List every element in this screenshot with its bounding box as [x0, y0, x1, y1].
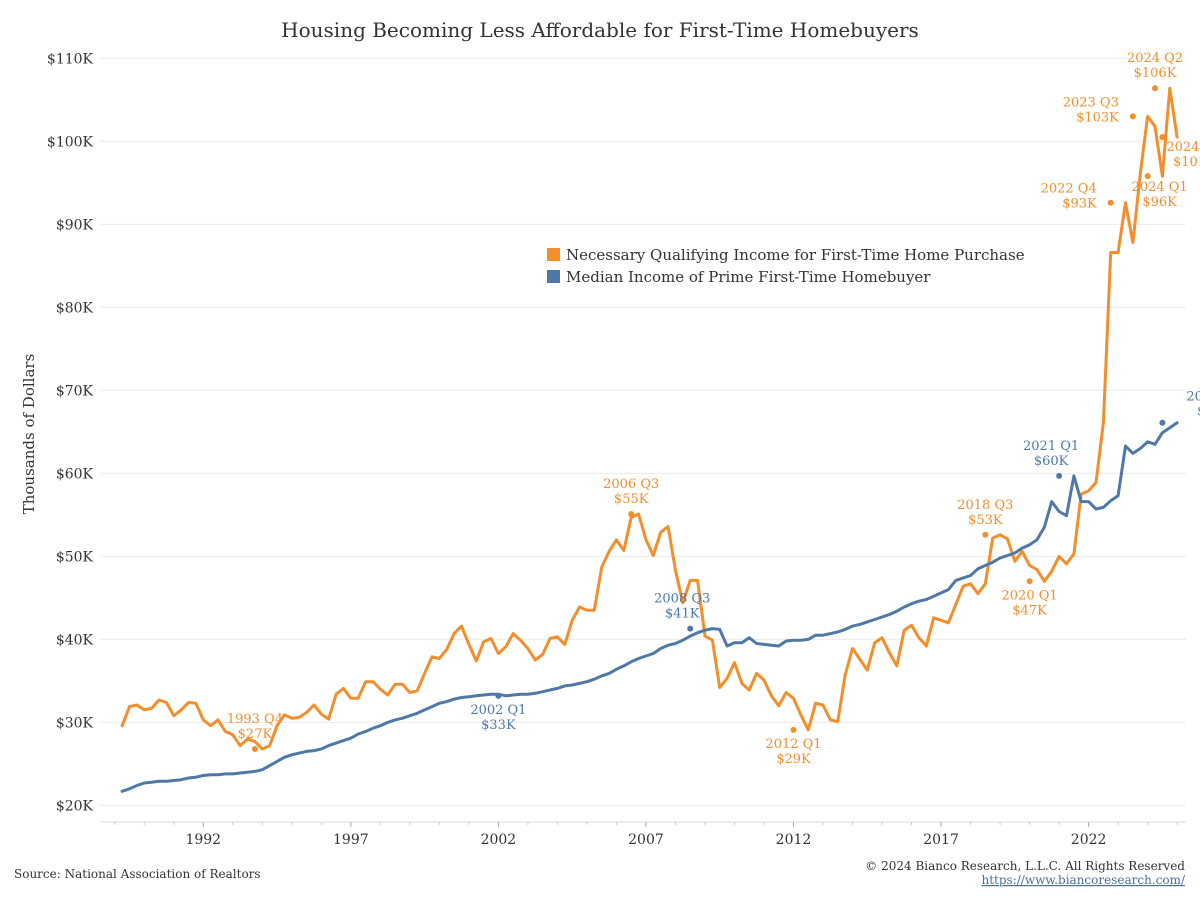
annotation-period: 2020 Q1: [1002, 588, 1058, 603]
annotation-marker: [251, 745, 258, 752]
annotation-marker: [495, 692, 502, 699]
annotation-period: 2022 Q4: [1041, 182, 1097, 197]
series-line-qualifying-income: [120, 86, 1179, 751]
annotation-value: $101K: [1173, 155, 1200, 170]
annotation-value: $47K: [1012, 603, 1047, 618]
annotation-value: $53K: [968, 513, 1003, 528]
annotation-period: 2018 Q3: [957, 498, 1013, 513]
annotation-marker: [1159, 134, 1166, 141]
y-tick-label: $70K: [56, 383, 94, 399]
annotation-marker: [982, 531, 989, 538]
y-tick-label: $30K: [56, 715, 94, 731]
legend-label-median-income: Median Income of Prime First-Time Homebu…: [566, 268, 931, 286]
annotation-value: $66K: [1197, 405, 1200, 420]
annotation-marker: [790, 726, 797, 733]
annotation-value: $93K: [1062, 197, 1097, 212]
x-tick-label: 2012: [776, 832, 812, 848]
annotation-marker: [1107, 199, 1114, 206]
annotation-period: 2024 Q3: [1186, 390, 1200, 405]
y-axis: $20K $30K $40K $50K $60K $70K $80K $90K $100K $11…: [47, 51, 94, 814]
legend-swatch-qualifying-income: [547, 248, 560, 261]
annotation-period: 2012 Q1: [765, 737, 821, 752]
annotation-marker: [1144, 173, 1151, 180]
x-tick-label: 2007: [628, 832, 664, 848]
annotation-period: 2008 Q3: [654, 592, 710, 607]
legend-label-qualifying-income: Necessary Qualifying Income for First-Ti…: [566, 246, 1025, 264]
website-link[interactable]: https://www.biancoresearch.com/: [981, 873, 1185, 887]
x-tick-label: 1992: [185, 832, 221, 848]
annotation-value: $106K: [1134, 66, 1177, 81]
annotation-marker: [1129, 113, 1136, 120]
annotation-value: $55K: [614, 492, 649, 507]
y-tick-label: $80K: [56, 300, 94, 316]
annotation-value: $33K: [481, 718, 516, 733]
series-lines: [120, 86, 1179, 793]
annotation-marker: [687, 625, 694, 632]
x-tick-label: 2002: [481, 832, 517, 848]
annotation-period: 2024 Q3: [1166, 140, 1200, 155]
y-axis-label: Thousands of Dollars: [20, 354, 38, 515]
y-tick-label: $100K: [47, 134, 94, 150]
annotation-marker: [1159, 419, 1166, 426]
annotation-period: 1993 Q4: [227, 712, 283, 727]
annotations: 1993 Q4$27K 2006 Q3$55K 2012 Q1$29K 2018 Q3…: [227, 51, 1200, 767]
x-tick-label: 2022: [1071, 832, 1107, 848]
annotation-period: 2023 Q3: [1063, 95, 1119, 110]
x-axis: 1992 1997 2002 2007 2012 2017 2022: [100, 821, 1186, 848]
annotation-period: 2002 Q1: [470, 703, 526, 718]
annotation-value: $27K: [238, 727, 273, 742]
annotation-value: $29K: [776, 752, 811, 767]
series-line-median-income: [120, 421, 1179, 793]
y-tick-label: $40K: [56, 632, 94, 648]
y-tick-label: $90K: [56, 217, 94, 233]
annotation-period: 2024 Q2: [1127, 51, 1183, 66]
annotation-value: $96K: [1142, 195, 1177, 210]
annotation-value: $60K: [1034, 454, 1069, 469]
annotation-period: 2021 Q1: [1023, 439, 1079, 454]
annotation-marker: [1152, 85, 1159, 92]
source-note: Source: National Association of Realtors: [14, 867, 261, 881]
x-tick-label: 1997: [333, 832, 369, 848]
legend-swatch-median-income: [547, 270, 560, 283]
y-tick-label: $50K: [56, 549, 94, 565]
chart-title: Housing Becoming Less Affordable for Fir…: [281, 18, 919, 42]
y-tick-label: $110K: [47, 51, 94, 67]
annotation-value: $103K: [1076, 110, 1119, 125]
annotation-marker: [1026, 578, 1033, 585]
legend: Necessary Qualifying Income for First-Ti…: [547, 246, 1025, 286]
grid: [100, 57, 1186, 806]
annotation-period: 2006 Q3: [603, 477, 659, 492]
copyright-note: © 2024 Bianco Research, L.L.C. All Right…: [865, 859, 1185, 873]
x-tick-label: 2017: [923, 832, 959, 848]
y-tick-label: $60K: [56, 466, 94, 482]
annotation-marker: [1056, 472, 1063, 479]
annotation-value: $41K: [665, 607, 700, 622]
annotation-marker: [628, 511, 635, 518]
annotation-period: 2024 Q1: [1132, 180, 1188, 195]
y-tick-label: $20K: [56, 798, 94, 814]
